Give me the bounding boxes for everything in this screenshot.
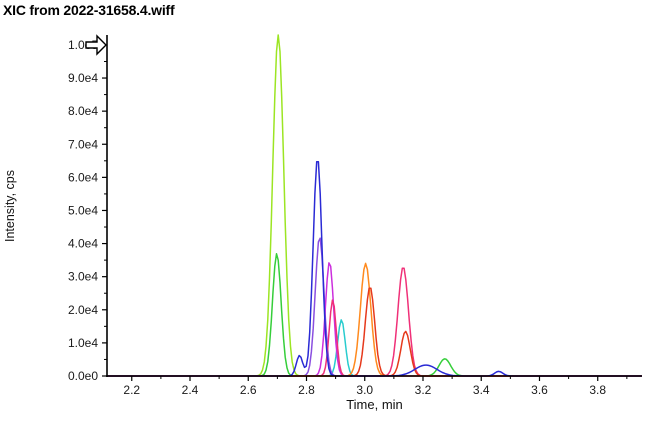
y-tick-label: 8.0e4 [68,104,98,118]
y-tick-label: 3.0e4 [68,270,98,284]
y-tick-label: 6.0e4 [68,170,98,184]
x-tick-label: 3.8 [589,383,606,397]
y-tick-label: 1.0e4 [68,336,98,350]
x-tick-label: 3.2 [415,383,432,397]
chart-title: XIC from 2022-31658.4.wiff [3,2,175,18]
trace-red [107,287,642,377]
y-tick-label: 4.0e4 [68,237,98,251]
x-tick-label: 2.8 [298,383,315,397]
y-tick-label: 9.0e4 [68,71,98,85]
y-tick-label: 5.0e4 [68,203,98,217]
x-tick-label: 3.0 [356,383,373,397]
y-tick-label: 7.0e4 [68,137,98,151]
x-tick-label: 2.4 [182,383,199,397]
y-tick-label: 2.0e4 [68,303,98,317]
trace-violet [107,237,642,377]
x-tick-label: 3.4 [473,383,490,397]
x-tick-label: 3.6 [531,383,548,397]
x-axis-title: Time, min [346,397,403,412]
x-tick-label: 2.2 [123,383,140,397]
x-tick-label: 2.6 [240,383,257,397]
mouse-cursor-icon [85,34,107,56]
y-tick-label: 0.0e0 [68,369,98,383]
